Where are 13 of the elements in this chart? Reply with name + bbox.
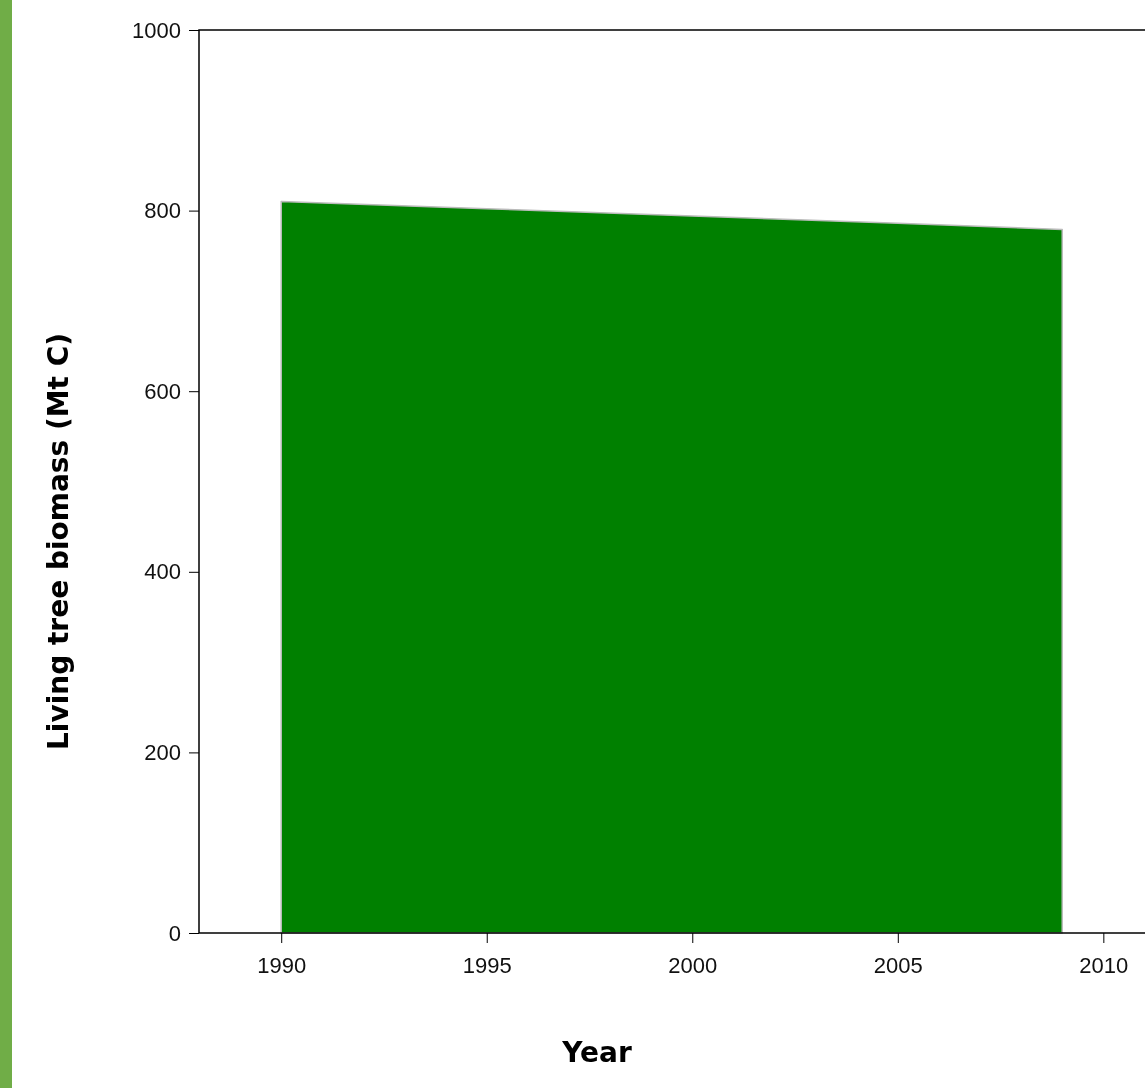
x-tick-label: 2010 xyxy=(1079,952,1129,978)
y-tick-label: 400 xyxy=(144,559,181,585)
y-tick-label: 600 xyxy=(144,378,181,404)
y-axis-title: Living tree biomass (Mt C) xyxy=(42,332,75,751)
y-tick-label: 200 xyxy=(144,739,181,765)
y-tick-label: 800 xyxy=(144,198,181,224)
y-tick-label: 0 xyxy=(168,920,181,946)
x-tick-label: 2000 xyxy=(668,952,718,978)
y-tick-label: 1000 xyxy=(132,17,181,43)
x-tick-label: 2005 xyxy=(873,952,923,978)
x-tick-label: 1990 xyxy=(257,952,307,978)
x-tick-label: 1995 xyxy=(462,952,512,978)
x-axis-title: Year xyxy=(561,1036,632,1069)
